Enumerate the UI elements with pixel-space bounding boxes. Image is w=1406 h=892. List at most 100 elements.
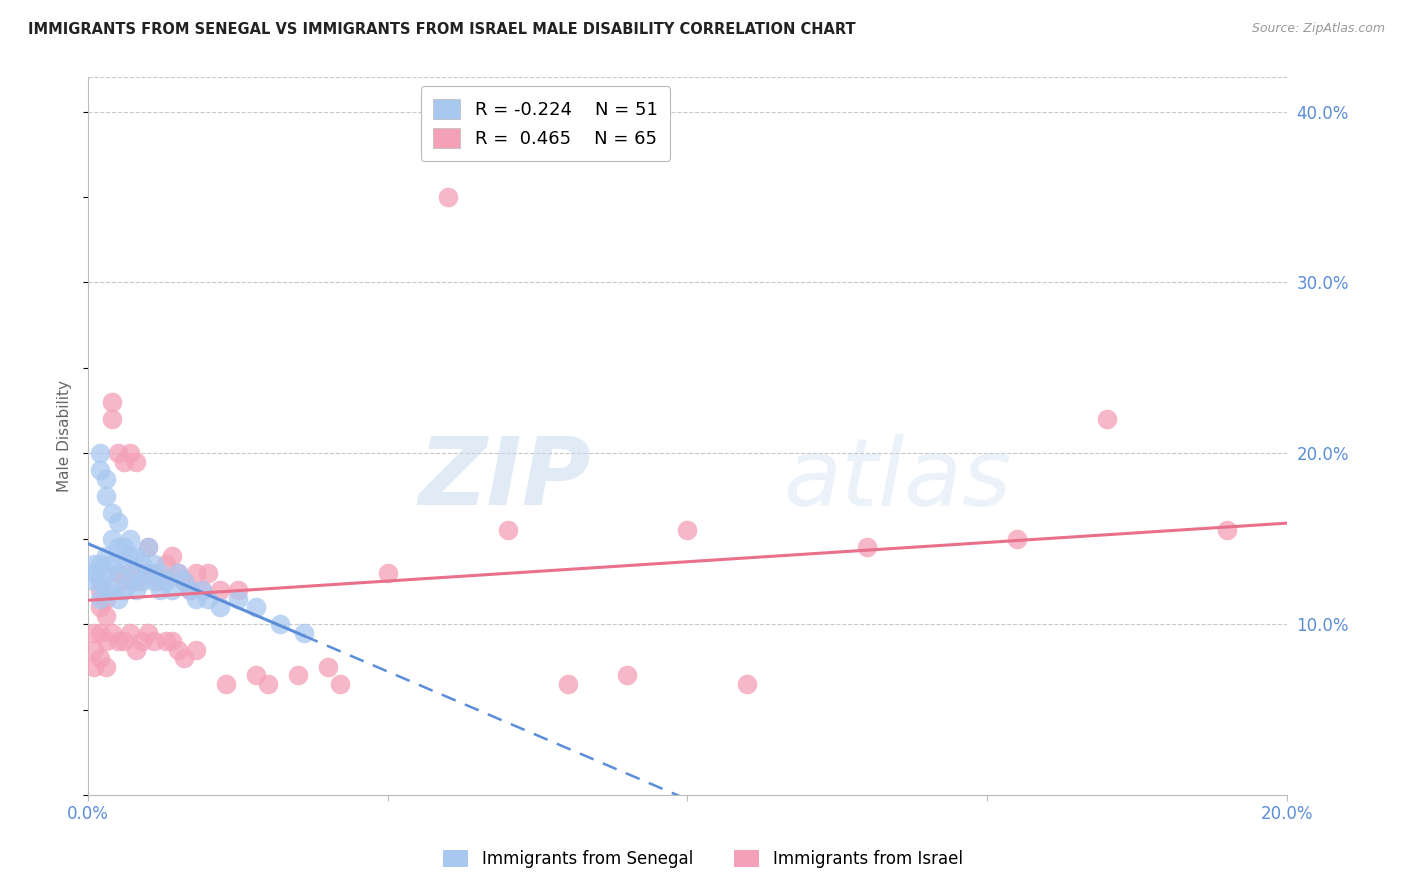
Point [89, 625, 111, 640]
Point [155, 634, 177, 648]
Point [136, 566, 159, 580]
Point [125, 582, 148, 597]
Point [112, 582, 135, 597]
Point [94, 634, 117, 648]
Point [226, 582, 249, 597]
Point [94, 660, 117, 674]
Point [94, 472, 117, 486]
Point [143, 634, 166, 648]
Point [191, 582, 214, 597]
Point [107, 634, 129, 648]
Point [292, 625, 315, 640]
Point [173, 574, 195, 589]
Point [120, 446, 142, 460]
Point [179, 582, 201, 597]
Point [89, 600, 111, 615]
Point [120, 549, 142, 563]
Point [83, 566, 105, 580]
Point [83, 574, 105, 589]
Point [131, 634, 153, 648]
Point [436, 190, 458, 204]
Point [616, 668, 638, 682]
Point [112, 574, 135, 589]
Point [101, 625, 124, 640]
Point [245, 668, 267, 682]
Point [94, 566, 117, 580]
Point [131, 558, 153, 572]
Point [83, 558, 105, 572]
Point [107, 566, 129, 580]
Point [107, 446, 129, 460]
Point [197, 566, 219, 580]
Point [184, 643, 207, 657]
Point [557, 677, 579, 691]
Point [107, 541, 129, 555]
Point [89, 446, 111, 460]
Point [160, 549, 183, 563]
Point [143, 558, 166, 572]
Point [112, 558, 135, 572]
Point [112, 541, 135, 555]
Point [136, 541, 159, 555]
Point [184, 591, 207, 606]
Point [131, 574, 153, 589]
Point [149, 566, 172, 580]
Point [329, 677, 352, 691]
Point [179, 582, 201, 597]
Point [184, 566, 207, 580]
Point [208, 600, 231, 615]
Point [89, 558, 111, 572]
Point [89, 574, 111, 589]
Point [125, 549, 148, 563]
Legend: Immigrants from Senegal, Immigrants from Israel: Immigrants from Senegal, Immigrants from… [436, 843, 970, 875]
Point [167, 566, 190, 580]
Point [120, 566, 142, 580]
Point [89, 463, 111, 477]
Point [107, 591, 129, 606]
Point [377, 566, 399, 580]
Point [149, 582, 172, 597]
Point [83, 625, 105, 640]
Text: ZIP: ZIP [419, 434, 592, 525]
Point [101, 558, 124, 572]
Point [112, 634, 135, 648]
Point [120, 625, 142, 640]
Point [245, 600, 267, 615]
Point [101, 532, 124, 546]
Legend: R = -0.224    N = 51, R =  0.465    N = 65: R = -0.224 N = 51, R = 0.465 N = 65 [420, 87, 671, 161]
Point [160, 582, 183, 597]
Point [89, 651, 111, 665]
Point [101, 506, 124, 520]
Point [316, 660, 339, 674]
Point [167, 566, 190, 580]
Point [94, 608, 117, 623]
Point [112, 455, 135, 469]
Point [226, 591, 249, 606]
Point [208, 582, 231, 597]
Point [287, 668, 309, 682]
Point [496, 523, 519, 537]
Text: atlas: atlas [783, 434, 1011, 524]
Point [94, 582, 117, 597]
Point [120, 532, 142, 546]
Point [125, 455, 148, 469]
Point [167, 643, 190, 657]
Point [83, 660, 105, 674]
Point [856, 541, 879, 555]
Point [143, 566, 166, 580]
Text: Source: ZipAtlas.com: Source: ZipAtlas.com [1251, 22, 1385, 36]
Point [107, 566, 129, 580]
Point [125, 566, 148, 580]
Point [173, 574, 195, 589]
Point [89, 591, 111, 606]
Point [136, 541, 159, 555]
Point [125, 643, 148, 657]
Point [94, 489, 117, 503]
Point [676, 523, 699, 537]
Text: IMMIGRANTS FROM SENEGAL VS IMMIGRANTS FROM ISRAEL MALE DISABILITY CORRELATION CH: IMMIGRANTS FROM SENEGAL VS IMMIGRANTS FR… [28, 22, 856, 37]
Point [125, 574, 148, 589]
Point [191, 582, 214, 597]
Point [83, 643, 105, 657]
Point [136, 625, 159, 640]
Point [155, 558, 177, 572]
